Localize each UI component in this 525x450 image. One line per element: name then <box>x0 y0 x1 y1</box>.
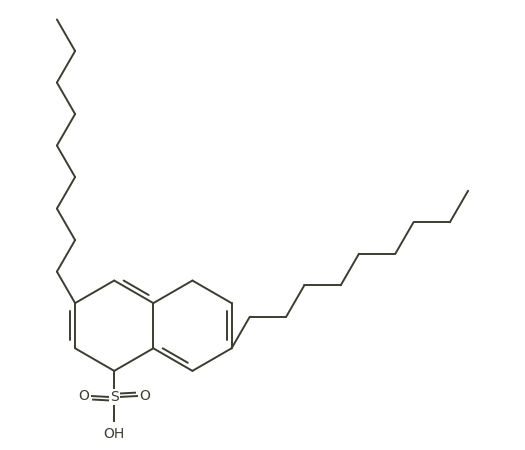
Text: O: O <box>79 389 90 403</box>
Text: S: S <box>110 390 119 404</box>
Text: OH: OH <box>103 427 125 441</box>
Text: O: O <box>139 389 150 403</box>
